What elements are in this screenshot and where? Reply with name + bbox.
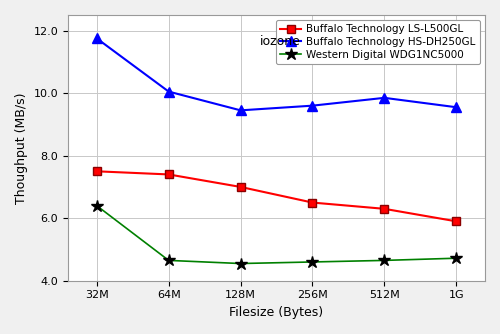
- Buffalo Technology LS-L500GL: [453, 219, 459, 223]
- Buffalo Technology HS-DH250GL: [310, 104, 316, 108]
- Text: iozone: iozone: [260, 35, 300, 48]
- X-axis label: Filesize (Bytes): Filesize (Bytes): [230, 306, 324, 319]
- Buffalo Technology HS-DH250GL: [94, 36, 100, 40]
- Y-axis label: Thoughput (MB/s): Thoughput (MB/s): [15, 92, 28, 204]
- Buffalo Technology HS-DH250GL: [453, 105, 459, 109]
- Buffalo Technology LS-L500GL: [166, 172, 172, 176]
- Buffalo Technology LS-L500GL: [310, 200, 316, 204]
- Line: Western Digital WDG1NC5000: Western Digital WDG1NC5000: [90, 199, 462, 270]
- Western Digital WDG1NC5000: [94, 204, 100, 208]
- Western Digital WDG1NC5000: [453, 256, 459, 260]
- Buffalo Technology LS-L500GL: [94, 169, 100, 173]
- Legend: Buffalo Technology LS-L500GL, Buffalo Technology HS-DH250GL, Western Digital WDG: Buffalo Technology LS-L500GL, Buffalo Te…: [276, 20, 480, 64]
- Buffalo Technology LS-L500GL: [382, 207, 388, 211]
- Western Digital WDG1NC5000: [238, 262, 244, 266]
- Western Digital WDG1NC5000: [310, 260, 316, 264]
- Western Digital WDG1NC5000: [166, 259, 172, 263]
- Buffalo Technology HS-DH250GL: [238, 108, 244, 112]
- Buffalo Technology HS-DH250GL: [166, 90, 172, 94]
- Buffalo Technology LS-L500GL: [238, 185, 244, 189]
- Line: Buffalo Technology LS-L500GL: Buffalo Technology LS-L500GL: [92, 167, 460, 225]
- Buffalo Technology HS-DH250GL: [382, 96, 388, 100]
- Western Digital WDG1NC5000: [382, 259, 388, 263]
- Line: Buffalo Technology HS-DH250GL: Buffalo Technology HS-DH250GL: [92, 34, 461, 115]
